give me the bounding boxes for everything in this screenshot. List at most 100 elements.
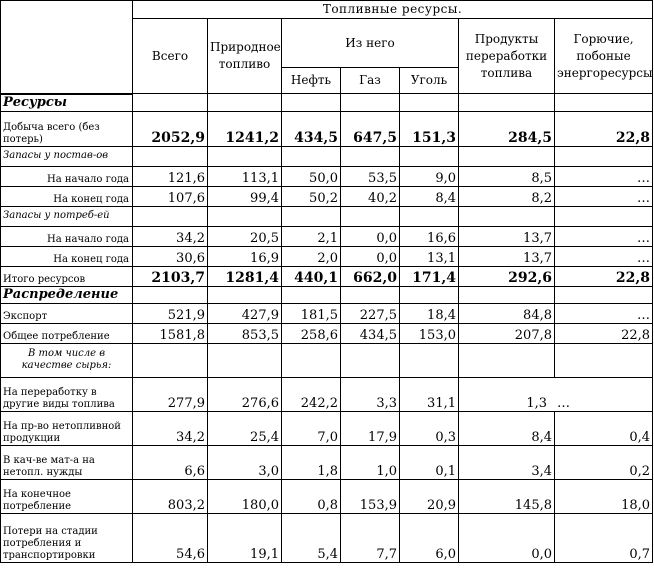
cell-oil: 181,5 bbox=[281, 302, 341, 324]
cell-gas: 53,5 bbox=[340, 165, 400, 187]
table-row: На конец года 107,6 99,4 50,2 40,2 8,4 8… bbox=[0, 185, 654, 207]
cell-total: 6,6 bbox=[132, 444, 208, 480]
table-row: На конечное потребление 803,2 180,0 0,8 … bbox=[0, 478, 654, 514]
table-row: В том числе в качестве сырья: bbox=[0, 342, 654, 378]
row-label: В том числе в качестве сырья: bbox=[0, 342, 133, 378]
header-row-1: Топливные ресурсы. bbox=[0, 0, 654, 95]
cell-gas: 0,0 bbox=[340, 245, 400, 267]
table-row: Добыча всего (без потерь) 2052,9 1241,2 … bbox=[0, 110, 654, 147]
cell-processed: 84,8 bbox=[458, 302, 555, 324]
cell-coal: 171,4 bbox=[399, 265, 459, 287]
cell-combustible: … bbox=[553, 245, 654, 267]
row-label: Итого ресурсов bbox=[0, 265, 133, 287]
cell-coal: 9,0 bbox=[399, 165, 459, 187]
cell-processed-combustible: 1,3 … bbox=[457, 376, 654, 412]
cell-processed: 13,7 bbox=[458, 225, 555, 247]
row-label: Потери на стадии потребления и транспорт… bbox=[0, 512, 133, 563]
cell-oil: 2,1 bbox=[281, 225, 341, 247]
cell-gas: 662,0 bbox=[340, 265, 400, 287]
cell-total: 1581,8 bbox=[132, 322, 208, 344]
cell-oil: 0,8 bbox=[281, 478, 341, 514]
cell-oil: 7,0 bbox=[281, 410, 341, 446]
table-row: Экспорт 521,9 427,9 181,5 227,5 18,4 84,… bbox=[0, 302, 654, 324]
cell-combustible: 18,0 bbox=[553, 478, 654, 514]
table-row: На конец года 30,6 16,9 2,0 0,0 13,1 13,… bbox=[0, 245, 654, 267]
section-title-distribution: Распределение bbox=[0, 285, 133, 304]
table-row: На начало года 121,6 113,1 50,0 53,5 9,0… bbox=[0, 165, 654, 187]
cell-oil: 242,2 bbox=[281, 376, 341, 412]
cell-combustible: 0,2 bbox=[553, 444, 654, 480]
cell-gas: 434,5 bbox=[340, 322, 400, 344]
cell-processed: 3,4 bbox=[458, 444, 555, 480]
corner-cell bbox=[0, 0, 133, 95]
section-row-resources: Ресурсы bbox=[0, 93, 654, 112]
cell-combustible: 22,8 bbox=[553, 265, 654, 287]
cell-coal: 8,4 bbox=[399, 185, 459, 207]
cell-total: 521,9 bbox=[132, 302, 208, 324]
cell-combustible: … bbox=[557, 395, 570, 411]
cell-oil: 434,5 bbox=[281, 110, 341, 147]
fuel-resources-table: Топливные ресурсы. Всего Природное топли… bbox=[0, 0, 654, 563]
cell-oil: 50,2 bbox=[281, 185, 341, 207]
section-title-resources: Ресурсы bbox=[0, 93, 133, 112]
cell-natural: 113,1 bbox=[207, 165, 282, 187]
cell-combustible: 22,8 bbox=[553, 110, 654, 147]
cell-combustible: … bbox=[553, 225, 654, 247]
row-label: На конечное потребление bbox=[0, 478, 133, 514]
cell-processed: 1,3 bbox=[526, 395, 547, 411]
cell-processed: 284,5 bbox=[458, 110, 555, 147]
cell-total: 54,6 bbox=[132, 512, 208, 563]
cell-gas: 3,3 bbox=[340, 376, 400, 412]
cell-gas: 153,9 bbox=[340, 478, 400, 514]
cell-processed: 8,4 bbox=[458, 410, 555, 446]
col-header-total: Всего bbox=[132, 18, 208, 94]
table-row: Запасы у потреб-ей bbox=[0, 205, 654, 227]
cell-combustible: 0,4 bbox=[553, 410, 654, 446]
cell-processed: 145,8 bbox=[458, 478, 555, 514]
table-row: Запасы у постав-ов bbox=[0, 145, 654, 167]
cell-natural: 276,6 bbox=[207, 376, 282, 412]
table-row: На пр-во нетопливной продукции 34,2 25,4… bbox=[0, 410, 654, 446]
row-label: На переработку в другие виды топлива bbox=[0, 376, 133, 412]
cell-natural: 427,9 bbox=[207, 302, 282, 324]
row-label: Экспорт bbox=[0, 302, 133, 324]
cell-oil: 1,8 bbox=[281, 444, 341, 480]
cell-natural: 99,4 bbox=[207, 185, 282, 207]
cell-total: 30,6 bbox=[132, 245, 208, 267]
cell-oil: 440,1 bbox=[281, 265, 341, 287]
col-header-of-it: Из него bbox=[281, 18, 459, 68]
cell-processed: 207,8 bbox=[458, 322, 555, 344]
cell-total: 2052,9 bbox=[132, 110, 208, 147]
col-header-oil: Нефть bbox=[281, 67, 341, 94]
cell-total: 34,2 bbox=[132, 410, 208, 446]
cell-coal: 153,0 bbox=[399, 322, 459, 344]
cell-combustible: … bbox=[553, 165, 654, 187]
table-row: На начало года 34,2 20,5 2,1 0,0 16,6 13… bbox=[0, 225, 654, 247]
cell-combustible: … bbox=[553, 302, 654, 324]
cell-oil: 5,4 bbox=[281, 512, 341, 563]
cell-processed: 0,0 bbox=[458, 512, 555, 563]
section-row-distribution: Распределение bbox=[0, 285, 654, 304]
cell-gas: 40,2 bbox=[340, 185, 400, 207]
cell-natural: 1241,2 bbox=[207, 110, 282, 147]
cell-gas: 7,7 bbox=[340, 512, 400, 563]
cell-total: 277,9 bbox=[132, 376, 208, 412]
cell-natural: 19,1 bbox=[207, 512, 282, 563]
table-row-total: Итого ресурсов 2103,7 1281,4 440,1 662,0… bbox=[0, 265, 654, 287]
cell-gas: 17,9 bbox=[340, 410, 400, 446]
cell-total: 34,2 bbox=[132, 225, 208, 247]
cell-natural: 1281,4 bbox=[207, 265, 282, 287]
cell-oil: 2,0 bbox=[281, 245, 341, 267]
cell-total: 121,6 bbox=[132, 165, 208, 187]
cell-total: 2103,7 bbox=[132, 265, 208, 287]
cell-processed: 292,6 bbox=[458, 265, 555, 287]
col-header-processed: Продукты переработки топлива bbox=[458, 18, 555, 94]
cell-coal: 6,0 bbox=[399, 512, 459, 563]
table-row: Общее потребление 1581,8 853,5 258,6 434… bbox=[0, 322, 654, 344]
header-row-2: Всего Природное топливо Из него Продукты… bbox=[1, 18, 654, 94]
cell-processed: 13,7 bbox=[458, 245, 555, 267]
cell-combustible: 22,8 bbox=[553, 322, 654, 344]
cell-gas: 1,0 bbox=[340, 444, 400, 480]
cell-coal: 0,1 bbox=[399, 444, 459, 480]
col-header-combustible: Горючие, побоные энергоресурсы bbox=[553, 18, 654, 94]
